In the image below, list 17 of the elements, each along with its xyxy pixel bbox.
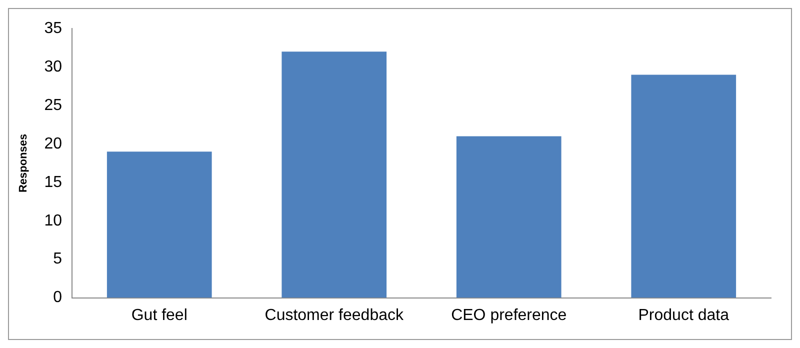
y-tick-label: 15	[44, 174, 62, 191]
x-tick-label: Product data	[638, 306, 730, 324]
x-tick-label: Gut feel	[131, 306, 188, 324]
x-tick-label: Customer feedback	[264, 306, 404, 324]
y-tick-label: 0	[53, 289, 62, 306]
bar	[631, 74, 736, 298]
y-tick-label: 20	[44, 135, 62, 152]
y-tick-label: 25	[44, 96, 62, 114]
bar	[282, 52, 387, 298]
bar	[106, 152, 212, 298]
y-tick-label: 5	[53, 250, 62, 268]
y-axis-title: Responses	[18, 134, 30, 193]
x-tick-label: CEO preference	[451, 306, 567, 324]
y-tick-label: 10	[44, 212, 62, 230]
y-tick-label: 35	[44, 20, 62, 38]
y-tick-label: 30	[44, 58, 62, 76]
bar	[456, 136, 562, 298]
